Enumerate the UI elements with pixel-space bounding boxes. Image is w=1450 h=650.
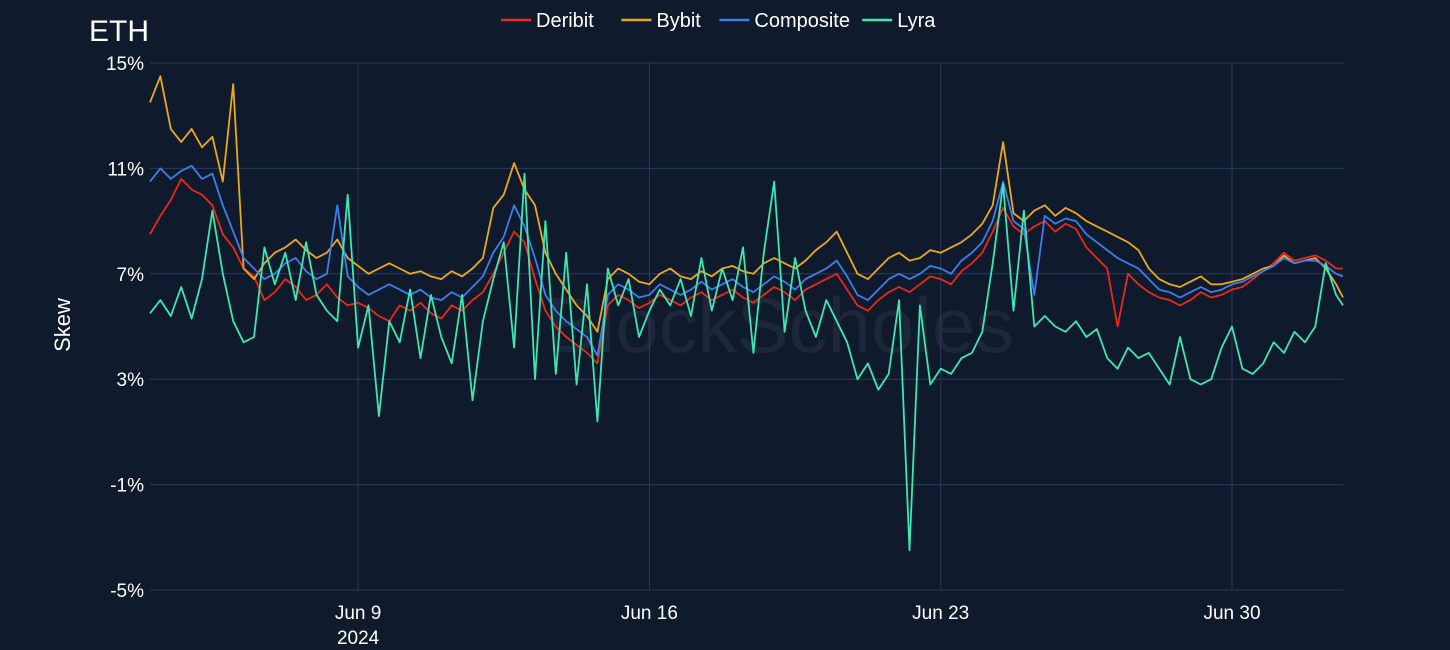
y-tick-label: -1% (110, 476, 144, 497)
y-tick-label: 7% (117, 265, 145, 286)
series-line-composite (149, 164, 1344, 357)
y-axis-ticks: 15% 11% 7% 3% -1% -5% (106, 54, 144, 602)
y-tick-label: 3% (117, 370, 145, 391)
legend-item-composite[interactable]: Composite (719, 10, 850, 32)
x-tick-label: Jun 9 (335, 603, 381, 624)
legend-label: Lyra (897, 10, 936, 32)
y-tick-label: -5% (110, 581, 144, 602)
x-axis-ticks: Jun 9 2024 Jun 16 Jun 23 Jun 30 (335, 603, 1261, 649)
legend-item-deribit[interactable]: Deribit (501, 10, 594, 32)
legend-label: Bybit (656, 10, 701, 32)
legend-item-lyra[interactable]: Lyra (862, 10, 936, 32)
y-tick-label: 15% (106, 54, 144, 75)
series-lines (149, 75, 1344, 552)
legend-label: Deribit (536, 10, 594, 32)
y-tick-label: 11% (107, 159, 144, 180)
chart-watermark: BlockScholes (546, 281, 1014, 369)
x-tick-label: Jun 16 (621, 603, 678, 624)
series-line-lyra (149, 172, 1344, 552)
series-line-bybit (149, 75, 1344, 333)
x-tick-sublabel: 2024 (337, 628, 380, 649)
legend[interactable]: Deribit Bybit Composite Lyra (501, 10, 936, 32)
x-tick-label: Jun 30 (1203, 603, 1260, 624)
y-axis-title: Skew (50, 298, 75, 352)
legend-label: Composite (754, 10, 850, 32)
x-tick-label: Jun 23 (912, 603, 969, 624)
legend-item-bybit[interactable]: Bybit (621, 10, 701, 32)
chart-title: ETH (89, 15, 149, 48)
